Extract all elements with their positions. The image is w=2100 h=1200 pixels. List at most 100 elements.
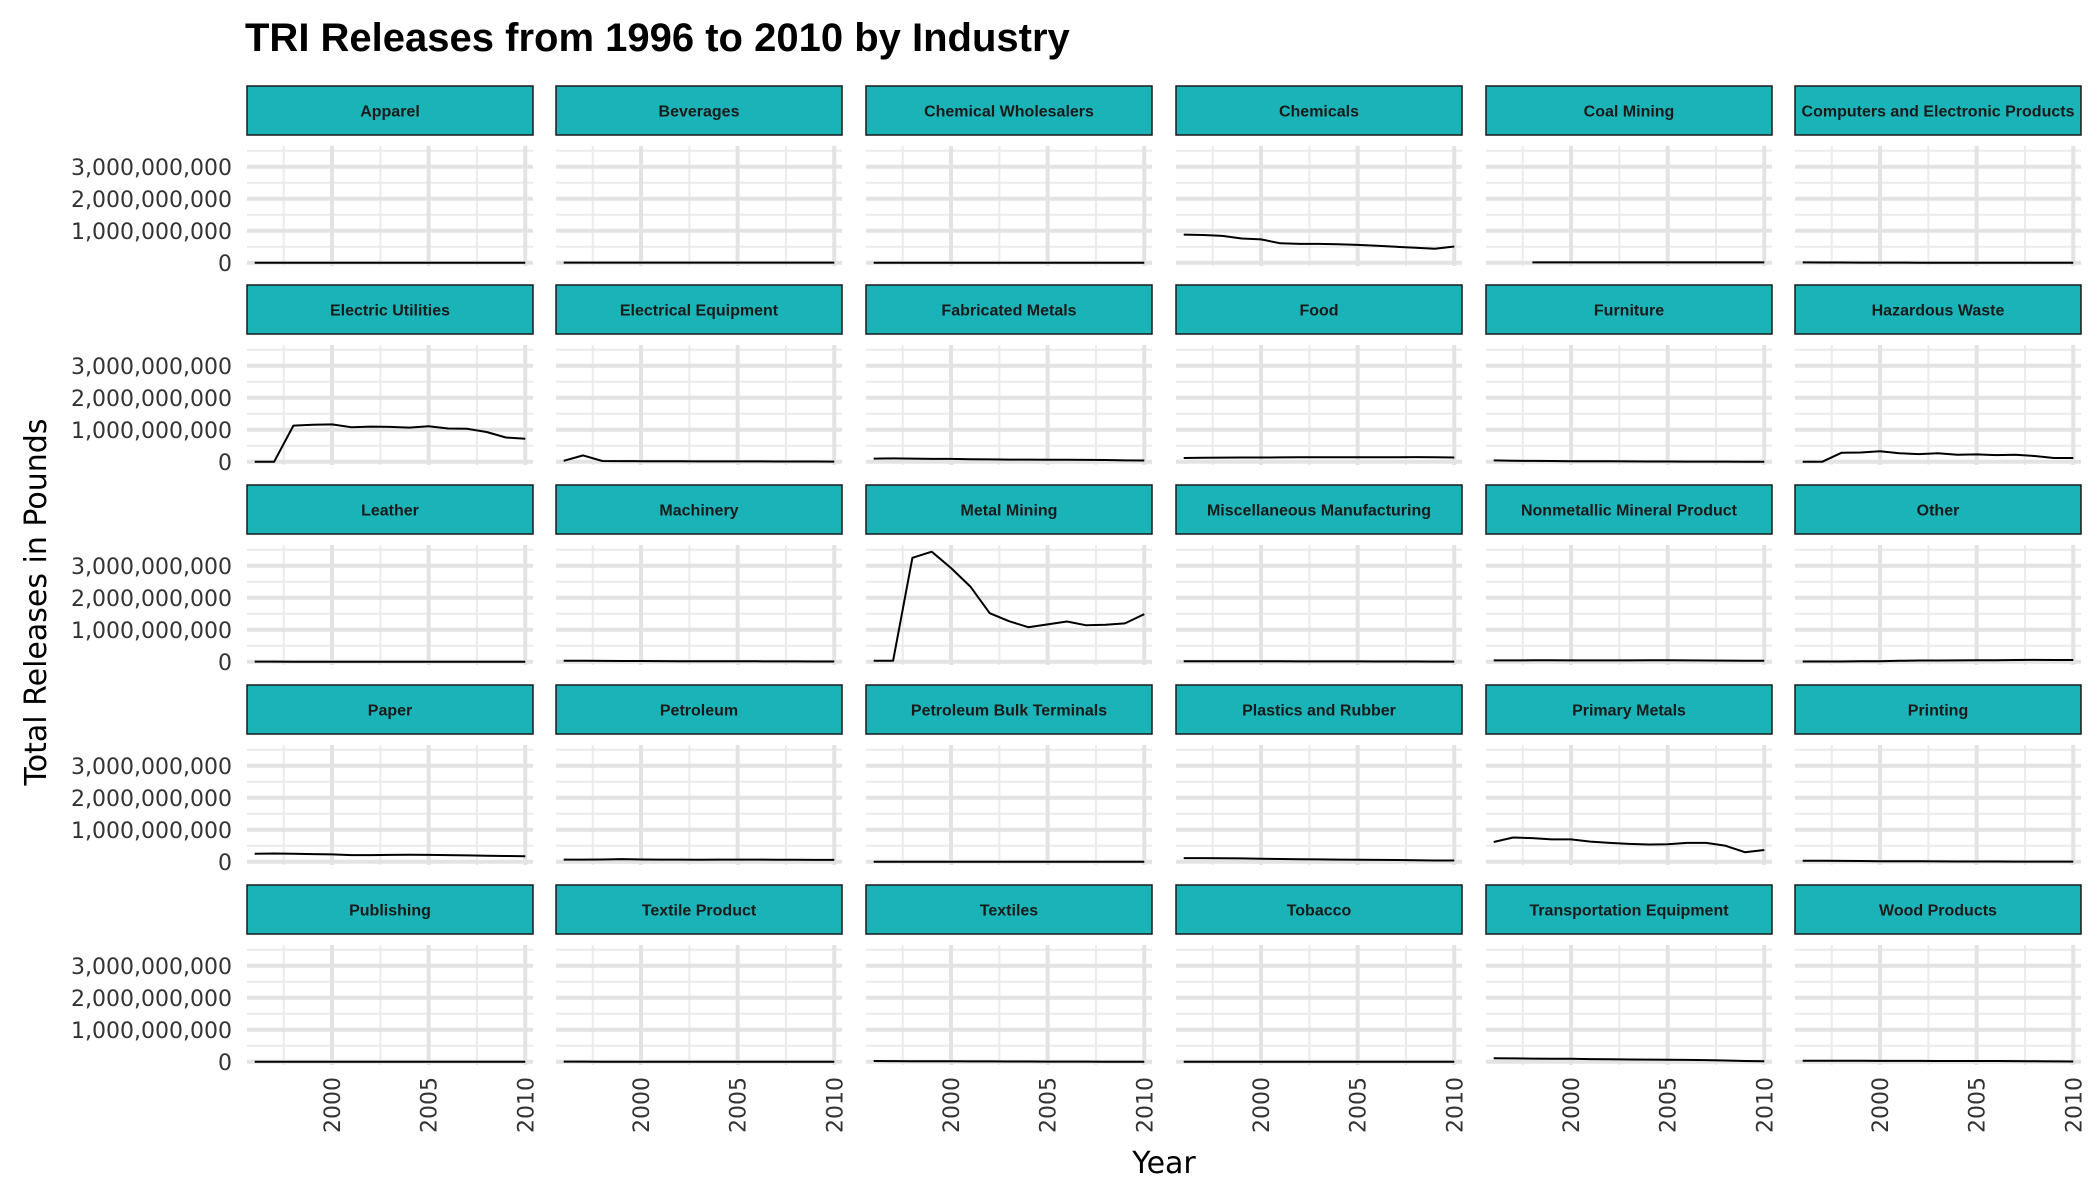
facet-strip-label: Petroleum Bulk Terminals [911, 703, 1107, 720]
facet-panel: Other [1794, 484, 2082, 665]
panel-grid [866, 545, 1152, 665]
facet-strip [555, 484, 843, 535]
panel-grid [1795, 945, 2081, 1065]
facet-strip-label: Publishing [349, 903, 431, 920]
panel-grid [247, 545, 533, 665]
panel-grid [1486, 745, 1772, 865]
facet-strip [1485, 85, 1773, 136]
x-tick-label: 2010 [1753, 1077, 1778, 1133]
panel-grid [1176, 345, 1462, 465]
facet-strip-label: Beverages [659, 104, 740, 121]
facet-panel: Chemical Wholesalers [865, 85, 1153, 266]
x-tick-label: 2005 [727, 1077, 752, 1133]
facet-strip-label: Chemicals [1279, 104, 1359, 121]
x-tick-label: 2005 [1966, 1077, 1991, 1133]
y-tick-label: 2,000,000,000 [71, 787, 232, 812]
y-tick-label: 1,000,000,000 [71, 1019, 232, 1044]
series-line [1802, 1059, 2074, 1063]
facet-panel: Metal Mining [865, 484, 1153, 665]
facet-strip [865, 684, 1153, 735]
series-line [873, 457, 1145, 462]
facet-strip [1485, 484, 1773, 535]
x-tick-label: 2005 [1037, 1077, 1062, 1133]
panel-grid [1176, 146, 1462, 266]
facet-strip-label: Electric Utilities [330, 303, 450, 320]
facet-strip [865, 484, 1153, 535]
series-line [1493, 459, 1765, 463]
facet-strip-label: Machinery [659, 503, 738, 520]
facet-strip [1794, 884, 2082, 935]
facet-panel: Food [1175, 284, 1463, 465]
panel-grid [866, 146, 1152, 266]
facet-strip-label: Electrical Equipment [620, 303, 779, 320]
x-tick-label: 2005 [418, 1077, 443, 1133]
panel-grid [1176, 545, 1462, 665]
y-tick-label: 2,000,000,000 [71, 387, 232, 412]
facet-strip-label: Wood Products [1879, 903, 1997, 920]
y-tick-label: 0 [218, 252, 232, 277]
x-tick-label: 2000 [1560, 1077, 1585, 1133]
y-tick-label: 1,000,000,000 [71, 419, 232, 444]
facet-panel: Nonmetallic Mineral Product [1485, 484, 1773, 665]
facet-strip [1485, 684, 1773, 735]
panel-grid [556, 945, 842, 1065]
y-tick-label: 2,000,000,000 [71, 987, 232, 1012]
facet-panel: Apparel 0 1,000,000,000 2,000,000,000 3,000,… [71, 85, 534, 277]
facet-strip-label: Fabricated Metals [941, 303, 1076, 320]
facet-panel: Machinery [555, 484, 843, 665]
facet-strip [1794, 684, 2082, 735]
facet-strip [246, 284, 534, 335]
facet-panel: Petroleum [555, 684, 843, 865]
series-line [873, 550, 1145, 662]
panel-grid [1176, 945, 1462, 1065]
facet-strip [246, 684, 534, 735]
facet-panel: Plastics and Rubber [1175, 684, 1463, 865]
x-tick-label: 2010 [514, 1077, 539, 1133]
panel-grid [1795, 146, 2081, 266]
facet-strip [246, 484, 534, 535]
facet-strip-label: Paper [368, 703, 412, 720]
facet-panel: Hazardous Waste [1794, 284, 2082, 465]
y-tick-label: 2,000,000,000 [71, 587, 232, 612]
facet-panel: Leather 0 1,000,000,000 2,000,000,000 3,000,… [71, 484, 534, 676]
x-tick-label: 2010 [1133, 1077, 1158, 1133]
facet-panel: Tobacco 2000 2005 2010 [1175, 884, 1468, 1133]
facet-strip-label: Plastics and Rubber [1242, 703, 1396, 720]
facet-panel: Wood Products 2000 2005 2010 [1794, 884, 2087, 1133]
facet-strip [865, 884, 1153, 935]
x-tick-label: 2000 [321, 1077, 346, 1133]
series-line [563, 858, 835, 861]
series-line [563, 454, 835, 463]
facet-panel: Petroleum Bulk Terminals [865, 684, 1153, 865]
facet-strip-label: Hazardous Waste [1872, 303, 2005, 320]
series-line [873, 1060, 1145, 1063]
panel-grid [247, 945, 533, 1065]
y-tick-label: 2,000,000,000 [71, 188, 232, 213]
series-line [1493, 836, 1765, 854]
facet-strip-label: Coal Mining [1584, 104, 1675, 121]
y-tick-label: 1,000,000,000 [71, 220, 232, 245]
facet-panel: Coal Mining [1485, 85, 1773, 266]
x-tick-label: 2000 [940, 1077, 965, 1133]
facet-strip-label: Furniture [1594, 303, 1664, 320]
panel-grid [866, 945, 1152, 1065]
panel-grid [556, 146, 842, 266]
x-axis-title: Year [1131, 1146, 1196, 1181]
facet-strip-label: Printing [1908, 703, 1968, 720]
facet-panel: Computers and Electronic Products [1794, 85, 2082, 266]
y-axis-title: Total Releases in Pounds [19, 419, 54, 787]
facet-panels: Apparel 0 1,000,000,000 2,000,000,000 3,000,… [71, 85, 2087, 1133]
panel-grid [1486, 345, 1772, 465]
panel-grid [1486, 146, 1772, 266]
facet-panel: Primary Metals [1485, 684, 1773, 865]
facet-strip [865, 85, 1153, 136]
series-line [1802, 859, 2074, 863]
facet-panel: Chemicals [1175, 85, 1463, 266]
panel-grid [1795, 545, 2081, 665]
series-line [1183, 233, 1455, 250]
y-tick-label: 3,000,000,000 [71, 156, 232, 181]
facet-strip-label: Food [1299, 303, 1338, 320]
panel-grid [1486, 545, 1772, 665]
facet-strip-label: Petroleum [660, 703, 738, 720]
